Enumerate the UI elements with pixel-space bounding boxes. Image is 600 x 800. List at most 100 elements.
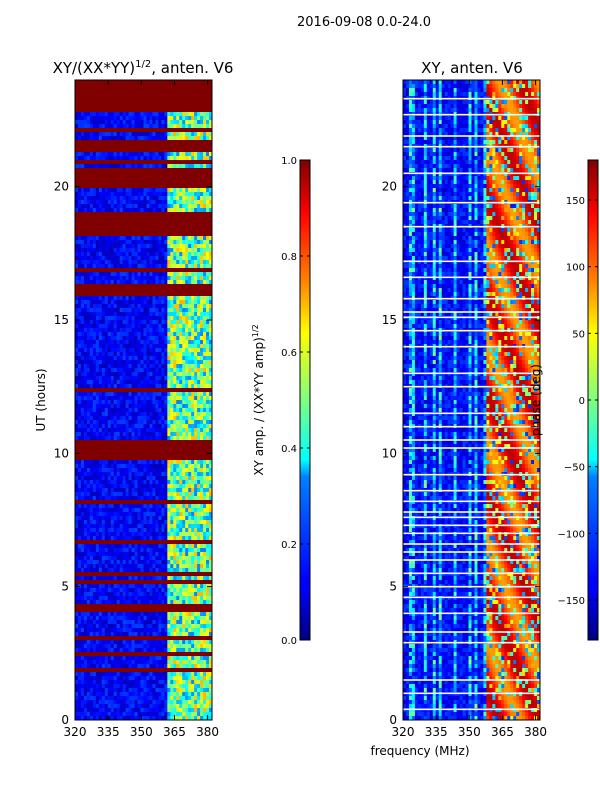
heatmap-cell <box>143 468 147 473</box>
heatmap-cell <box>89 164 94 169</box>
heatmap-cell <box>137 328 141 333</box>
heatmap-cell <box>176 396 180 401</box>
heatmap-cell <box>167 356 171 361</box>
heatmap-cell <box>119 200 124 205</box>
heatmap-cell <box>179 592 183 597</box>
heatmap-cell <box>92 116 97 121</box>
heatmap-cell <box>173 296 177 301</box>
heatmap-cell <box>161 476 165 481</box>
heatmap-cell <box>161 600 165 605</box>
heatmap-cell <box>86 480 91 485</box>
heatmap-cell <box>155 196 159 201</box>
heatmap-cell <box>128 528 132 533</box>
heatmap-cell <box>122 372 127 377</box>
heatmap-cell <box>83 548 88 553</box>
heatmap-cell <box>134 600 138 605</box>
heatmap-cell <box>131 616 135 621</box>
heatmap-cell <box>143 344 147 349</box>
heatmap-cell <box>110 208 115 213</box>
heatmap-cell <box>158 204 162 209</box>
heatmap-cell <box>167 340 171 345</box>
heatmap-cell <box>188 588 192 593</box>
heatmap-cell <box>75 252 79 257</box>
heatmap-cell <box>95 660 100 665</box>
heatmap-cell <box>80 436 85 441</box>
heatmap-cell <box>173 620 177 625</box>
heatmap-cell <box>80 188 85 193</box>
heatmap-cell <box>80 380 85 385</box>
heatmap-cell <box>77 332 82 337</box>
heatmap-cell <box>152 648 156 653</box>
heatmap-cell <box>101 396 106 401</box>
heatmap-cell <box>128 680 132 685</box>
heatmap-cell <box>137 428 141 433</box>
heatmap-cell <box>122 592 127 597</box>
heatmap-cell <box>140 472 144 477</box>
heatmap-cell <box>209 576 213 581</box>
heatmap-cell <box>158 616 162 621</box>
heatmap-cell <box>119 600 124 605</box>
heatmap-cell <box>113 380 118 385</box>
heatmap-cell <box>143 664 147 669</box>
heatmap-cell <box>155 188 159 193</box>
heatmap-cell <box>119 360 124 365</box>
heatmap-cell <box>119 372 124 377</box>
heatmap-cell <box>191 276 195 281</box>
heatmap-cell <box>185 584 189 589</box>
heatmap-cell <box>155 300 159 305</box>
heatmap-cell <box>75 132 79 137</box>
heatmap-cell <box>167 412 171 417</box>
heatmap-cell <box>83 464 88 469</box>
heatmap-cell <box>110 404 115 409</box>
heatmap-cell <box>167 304 171 309</box>
heatmap-cell <box>95 460 100 465</box>
heatmap-cell <box>80 624 85 629</box>
heatmap-cell <box>170 312 174 317</box>
heatmap-cell <box>158 416 162 421</box>
heatmap-cell <box>83 320 88 325</box>
heatmap-cell <box>128 600 132 605</box>
heatmap-cell <box>113 464 118 469</box>
heatmap-cell <box>167 468 171 473</box>
heatmap-cell <box>149 576 153 581</box>
heatmap-cell <box>182 404 186 409</box>
heatmap-cell <box>143 436 147 441</box>
heatmap-cell <box>161 320 165 325</box>
heatmap-cell <box>146 312 150 317</box>
heatmap-cell <box>185 556 189 561</box>
heatmap-cell <box>194 516 198 521</box>
heatmap-cell <box>137 120 141 125</box>
heatmap-cell <box>86 592 91 597</box>
heatmap-cell <box>140 600 144 605</box>
heatmap-cell <box>89 504 94 509</box>
heatmap-cell <box>161 664 165 669</box>
heatmap-cell <box>101 280 106 285</box>
heatmap-cell <box>143 588 147 593</box>
heatmap-cell <box>164 424 168 429</box>
heatmap-cell <box>155 340 159 345</box>
heatmap-cell <box>161 156 165 161</box>
heatmap-cell <box>125 188 130 193</box>
heatmap-cell <box>185 548 189 553</box>
heatmap-cell <box>86 360 91 365</box>
heatmap-cell <box>203 520 207 525</box>
heatmap-cell <box>128 472 132 477</box>
heatmap-cell <box>125 260 130 265</box>
heatmap-cell <box>194 512 198 517</box>
heatmap-cell <box>125 676 130 681</box>
heatmap-cell <box>158 476 162 481</box>
heatmap-cell <box>155 568 159 573</box>
heatmap-cell <box>95 132 100 137</box>
heatmap-cell <box>95 348 100 353</box>
heatmap-cell <box>170 304 174 309</box>
heatmap-cell <box>75 116 79 121</box>
heatmap-cell <box>176 524 180 529</box>
heatmap-cell <box>134 152 138 157</box>
heatmap-cell <box>89 588 94 593</box>
heatmap-cell <box>194 656 198 661</box>
heatmap-cell <box>95 300 100 305</box>
heatmap-cell <box>173 356 177 361</box>
heatmap-cell <box>191 328 195 333</box>
heatmap-cell <box>75 304 79 309</box>
heatmap-cell <box>197 360 201 365</box>
